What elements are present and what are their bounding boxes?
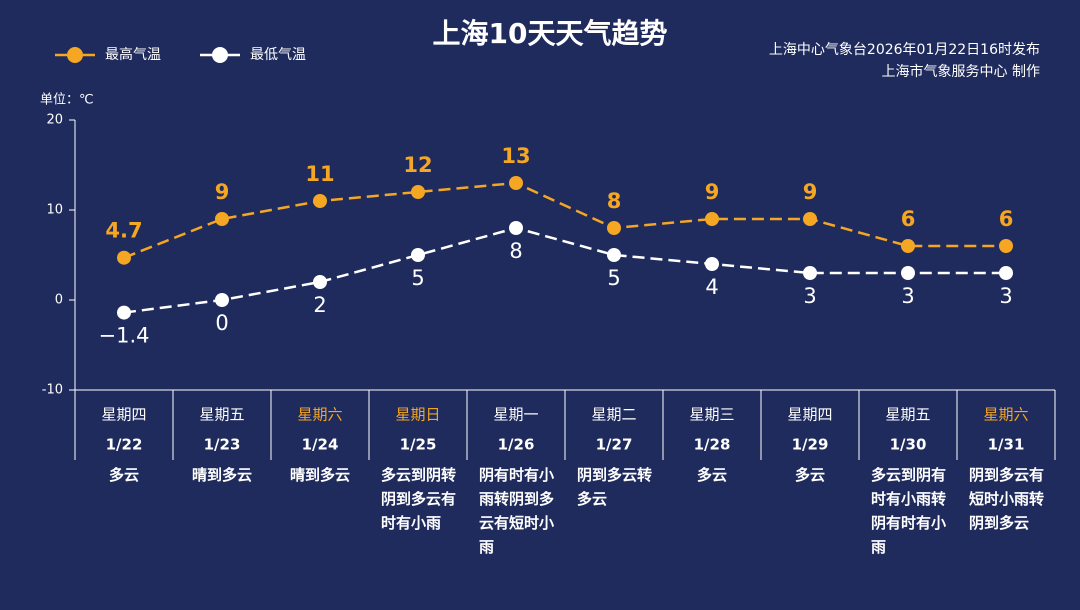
x-tick-label: 1/22 xyxy=(106,436,143,454)
x-tick-label: 1/29 xyxy=(792,436,829,454)
legend-label: 最低气温 xyxy=(250,47,306,63)
point xyxy=(313,194,327,208)
data-label: 2 xyxy=(313,293,326,317)
weather-text: 多云到阴转阴到多云有时有小雨 xyxy=(381,466,456,532)
weather-text: 多云到阴有时有小雨转阴有时有小雨 xyxy=(871,466,946,556)
point xyxy=(705,257,719,271)
data-label: 8 xyxy=(607,189,622,213)
data-label: 3 xyxy=(999,284,1012,308)
point xyxy=(607,221,621,235)
data-label: 3 xyxy=(901,284,914,308)
data-label: 5 xyxy=(411,266,424,290)
x-tick-label: 1/25 xyxy=(400,436,437,454)
data-label: 12 xyxy=(403,153,432,177)
point xyxy=(999,266,1013,280)
x-tick-label: 1/27 xyxy=(596,436,633,454)
y-tick-label: 20 xyxy=(46,113,63,128)
data-label: 6 xyxy=(901,207,916,231)
data-label: 6 xyxy=(999,207,1014,231)
unit-label: 单位：℃ xyxy=(40,93,94,108)
source-line: 上海中心气象台2026年01月22日16时发布 xyxy=(769,42,1040,58)
weekday-label: 星期五 xyxy=(199,406,244,424)
data-label: 9 xyxy=(705,180,720,204)
legend-marker xyxy=(212,47,228,63)
point xyxy=(117,305,131,320)
point xyxy=(803,266,817,280)
weather-text: 晴到多云 xyxy=(192,466,252,484)
data-label: 0 xyxy=(215,311,228,335)
data-label: −1.4 xyxy=(99,324,150,348)
x-tick-label: 1/30 xyxy=(890,436,927,454)
weekday-label: 星期六 xyxy=(983,406,1028,424)
weekday-label: 星期四 xyxy=(787,406,832,424)
data-label: 4 xyxy=(705,275,718,299)
legend-label: 最高气温 xyxy=(105,46,161,63)
point xyxy=(705,212,719,226)
weekday-label: 星期一 xyxy=(493,406,538,424)
weekday-label: 星期二 xyxy=(591,406,636,424)
weather-text: 多云 xyxy=(109,466,139,484)
weekday-label: 星期五 xyxy=(885,406,930,424)
point xyxy=(215,293,229,307)
x-tick-label: 1/24 xyxy=(302,436,339,454)
source-line: 上海市气象服务中心 制作 xyxy=(882,63,1040,80)
point xyxy=(607,248,621,262)
data-label: 8 xyxy=(509,239,522,263)
point xyxy=(999,239,1013,253)
y-tick-label: 10 xyxy=(46,203,63,218)
point xyxy=(509,176,523,190)
x-tick-label: 1/23 xyxy=(204,436,241,454)
weekday-label: 星期六 xyxy=(297,406,342,424)
data-label: 3 xyxy=(803,284,816,308)
point xyxy=(411,185,425,199)
data-label: 11 xyxy=(305,162,334,186)
data-label: 13 xyxy=(501,144,530,168)
weekday-label: 星期日 xyxy=(395,406,440,424)
weather-text: 多云 xyxy=(697,466,727,484)
point xyxy=(901,239,915,253)
point xyxy=(313,275,327,289)
y-tick-label: -10 xyxy=(42,383,63,398)
weekday-label: 星期四 xyxy=(101,406,146,424)
legend-marker xyxy=(67,47,83,63)
data-label: 9 xyxy=(215,180,230,204)
x-tick-label: 1/31 xyxy=(988,436,1025,454)
point xyxy=(509,221,523,235)
weather-text: 阴有时有小雨转阴到多云有短时小雨 xyxy=(479,466,554,556)
y-tick-label: 0 xyxy=(55,293,63,308)
weather-text: 阴到多云有短时小雨转阴到多云 xyxy=(969,466,1044,532)
weather-text: 阴到多云转多云 xyxy=(577,466,652,508)
series-line xyxy=(123,226,1006,314)
point xyxy=(215,212,229,226)
point xyxy=(117,250,131,265)
point xyxy=(901,266,915,280)
point xyxy=(411,248,425,262)
point xyxy=(803,212,817,226)
data-label: 9 xyxy=(803,180,818,204)
weekday-label: 星期三 xyxy=(689,406,734,424)
x-tick-label: 1/28 xyxy=(694,436,731,454)
data-label: 4.7 xyxy=(105,219,142,243)
weather-text: 晴到多云 xyxy=(290,466,350,484)
weather-text: 多云 xyxy=(795,466,825,484)
chart-title: 上海10天天气趋势 xyxy=(433,17,668,50)
x-tick-label: 1/26 xyxy=(498,436,535,454)
series-line xyxy=(123,181,1006,259)
data-label: 5 xyxy=(607,266,620,290)
